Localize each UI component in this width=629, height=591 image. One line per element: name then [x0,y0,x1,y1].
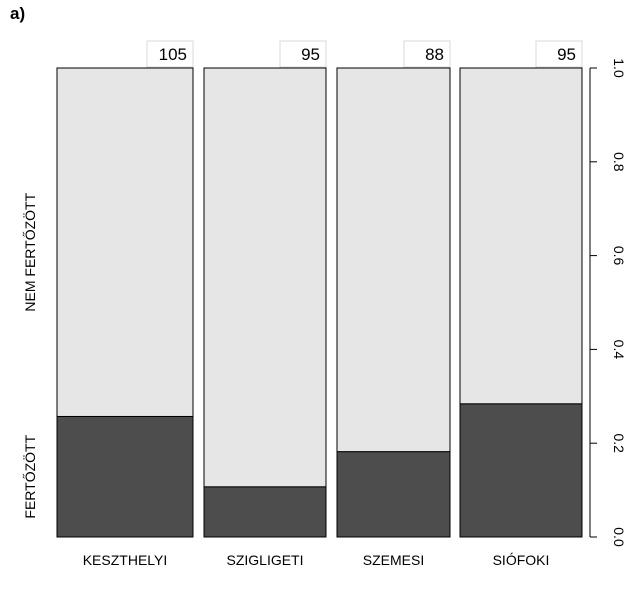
y-axis: 0.0 0.2 0.4 0.6 0.8 1.0 [589,58,627,547]
bar-nem-fertozott-3 [459,67,583,405]
bar-fertozott-3 [459,403,583,538]
y-tick-label-2: 0.4 [611,340,627,360]
count-labels-group: 105 95 88 95 [146,40,583,68]
y-tick-label-5: 1.0 [611,58,627,78]
series-labels-group: FERTŐZÖTT NEM FERTŐZÖTT [21,192,38,518]
bar-nem-fertozott-1 [203,67,327,488]
category-label-3: SIÓFOKI [493,552,550,568]
bar-fertozott-0 [56,415,194,538]
count-box-1 [279,40,327,68]
panel-label: a) [10,4,26,23]
count-box-3 [535,40,583,68]
category-label-1: SZIGLIGETI [226,552,303,568]
count-box-2 [403,40,451,68]
series-label-nem-fertozott: NEM FERTŐZÖTT [21,192,38,311]
bar-fertozott-2 [336,451,451,538]
y-tick-label-1: 0.2 [611,433,627,453]
bar-nem-fertozott-2 [336,67,451,453]
count-label-3: 95 [557,45,576,64]
count-label-0: 105 [159,45,187,64]
count-box-0 [146,40,194,68]
count-label-1: 95 [301,45,320,64]
y-tick-label-3: 0.6 [611,246,627,266]
category-labels-group: KESZTHELYI SZIGLIGETI SZEMESI SIÓFOKI [83,552,550,568]
category-label-2: SZEMESI [363,552,424,568]
series-label-fertozott: FERTŐZÖTT [21,434,38,518]
bar-nem-fertozott-0 [56,67,194,417]
bar-fertozott-1 [203,486,327,538]
category-label-0: KESZTHELYI [83,552,168,568]
bars-group [56,67,583,538]
count-label-2: 88 [425,45,444,64]
y-tick-label-0: 0.0 [611,527,627,547]
y-tick-label-4: 0.8 [611,152,627,172]
